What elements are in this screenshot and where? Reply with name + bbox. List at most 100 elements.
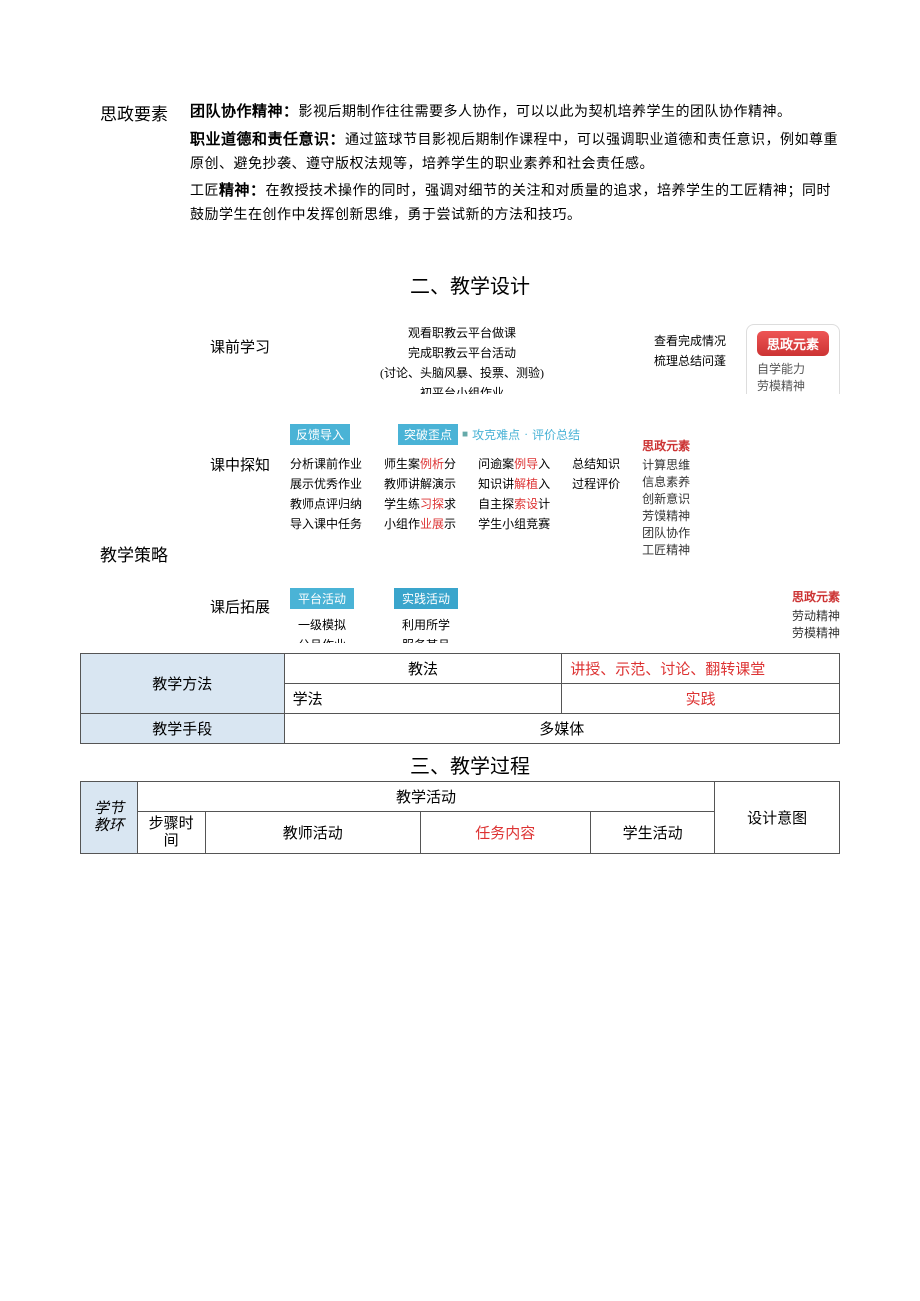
sizheng-title: 思政元素: [642, 437, 690, 454]
item-text: 影视后期制作往往需要多人协作，可以以此为契机培养学生的团队协作精神。: [299, 105, 792, 120]
teach-method-label: 教法: [284, 654, 562, 684]
sizheng-item: 芳馍精神: [642, 507, 690, 524]
mid-col-1: 分析课前作业 展示优秀作业 教师点评归纳 导入课中任务: [290, 455, 362, 558]
item-lead-bold: 精神：: [219, 183, 266, 199]
process-s4: 学生活动: [590, 812, 715, 854]
ideological-item: 团队协作精神：影视后期制作往往需要多人协作，可以以此为契机培养学生的团队协作精神…: [190, 100, 840, 126]
list-item: (讨论、头脑风暴、投票、测验): [290, 364, 634, 381]
table-row: 教学手段 多媒体: [81, 714, 840, 744]
ideological-label: 思政要素: [100, 100, 190, 230]
list-item: 一级模拟: [290, 616, 354, 633]
strategy-section: 教学策略 课前学习 观看职教云平台做课 完成职教云平台活动 (讨论、头脑风暴、投…: [100, 324, 840, 643]
list-item: 知识讲解植入: [478, 475, 550, 492]
list-item: 学生练习探求: [384, 495, 456, 512]
list-item: 梳理总结问蓬: [654, 352, 726, 369]
list-item: 分析课前作业: [290, 455, 362, 472]
list-item: 问逾案例导入: [478, 455, 550, 472]
list-item: 教师讲解演示: [384, 475, 456, 492]
list-item: 小组作业展示: [384, 515, 456, 532]
list-item: 过程评价: [572, 475, 620, 492]
sizheng-item: 创新意识: [642, 490, 690, 507]
item-lead: 职业道德和责任意识：: [190, 132, 345, 148]
sizheng-item: 自学能力: [757, 360, 829, 377]
process-h2: 教学活动: [137, 782, 715, 812]
post-col-2: 实践活动 利用所学 服务某旦: [394, 588, 458, 643]
process-table: 学节教环 教学活动 设计意图 步骤时间 教师活动 任务内容 学生活动: [80, 781, 840, 854]
list-item: 师生案例析分: [384, 455, 456, 472]
pre-study-label: 课前学习: [190, 324, 290, 357]
table-row: 学节教环 教学活动 设计意图: [81, 782, 840, 812]
tag: 平台活动: [290, 588, 354, 609]
tag: 实践活动: [394, 588, 458, 609]
mid-study-content: 反馈导入 突破歪点 ■ 攻克难点 · 评价总结 分析课前作业 展示优秀作业 教师…: [290, 424, 840, 558]
list-item: 展示优秀作业: [290, 475, 362, 492]
list-item: 初平台小组作业: [290, 384, 634, 394]
mid-col-3: 问逾案例导入 知识讲解植入 自主探索设计 学生小组竞赛: [478, 455, 550, 558]
sizheng-item: 计算思维: [642, 456, 690, 473]
sizheng-box: 思政元素 劳动精神 劳模精神 社会责任 安全意识: [792, 588, 840, 643]
post-study-row: 课后拓展 平台活动 一级模拟 公旦作业 实践活动 利用所学 服务某旦 思政元素 …: [190, 588, 840, 643]
process-h1: 学节教环: [81, 782, 138, 854]
table-row: 教学方法 教法 讲授、示范、讨论、翻转课堂: [81, 654, 840, 684]
pre-col-2: 查看完成情况 梳理总结问蓬: [654, 324, 726, 394]
dot-icon: ·: [524, 427, 528, 442]
strategy-label: 教学策略: [100, 324, 190, 643]
teach-method-value: 讲授、示范、讨论、翻转课堂: [562, 654, 840, 684]
list-item: 学生小组竞赛: [478, 515, 550, 532]
sizheng-title: 思政元素: [792, 588, 840, 605]
sizheng-box: 思政元素 计算思维 信息素养 创新意识 芳馍精神 团队协作 工匠精神: [642, 437, 690, 558]
sizheng-item: 劳模精神: [757, 377, 829, 394]
mid-study-row: 课中探知 反馈导入 突破歪点 ■ 攻克难点 · 评价总结 分析课前作业 展示优秀…: [190, 424, 840, 558]
ideological-section: 思政要素 团队协作精神：影视后期制作往往需要多人协作，可以以此为契机培养学生的团…: [100, 100, 840, 230]
list-item: 导入课中任务: [290, 515, 362, 532]
means-label: 教学手段: [81, 714, 285, 744]
mid-tagbar: 反馈导入 突破歪点 ■ 攻克难点 · 评价总结: [290, 424, 840, 445]
process-s3: 任务内容: [420, 812, 590, 854]
ideological-item: 工匠精神：在教授技术操作的同时，强调对细节的关注和对质量的追求，培养学生的工匠精…: [190, 179, 840, 228]
tag: 突破歪点: [398, 424, 458, 445]
mid-col-4: 总结知识 过程评价: [572, 455, 620, 558]
method-label: 教学方法: [81, 654, 285, 714]
list-item: 观看职教云平台做课: [290, 324, 634, 341]
learn-method-label: 学法: [284, 684, 562, 714]
pre-study-row: 课前学习 观看职教云平台做课 完成职教云平台活动 (讨论、头脑风暴、投票、测验)…: [190, 324, 840, 394]
sizheng-box: 思政元素 自学能力 劳模精神 团队协作: [746, 324, 840, 394]
method-table: 教学方法 教法 讲授、示范、讨论、翻转课堂 学法 实践 教学手段 多媒体: [80, 653, 840, 744]
strategy-body: 课前学习 观看职教云平台做课 完成职教云平台活动 (讨论、头脑风暴、投票、测验)…: [190, 324, 840, 643]
learn-method-value: 实践: [562, 684, 840, 714]
tag-text: 攻克难点: [472, 426, 520, 443]
item-text: 在教授技术操作的同时，强调对细节的关注和对质量的追求，培养学生的工匠精神；同时鼓…: [190, 184, 831, 224]
tag-text: 评价总结: [532, 426, 580, 443]
list-item: 服务某旦: [394, 636, 458, 643]
item-lead-prefix: 工匠: [190, 184, 219, 199]
list-item: 自主探索设计: [478, 495, 550, 512]
process-h3: 设计意图: [715, 782, 840, 854]
list-item: 完成职教云平台活动: [290, 344, 634, 361]
item-lead: 团队协作精神：: [190, 104, 299, 120]
sizheng-item: 信息素养: [642, 473, 690, 490]
mid-columns: 分析课前作业 展示优秀作业 教师点评归纳 导入课中任务 师生案例析分 教师讲解演…: [290, 455, 840, 558]
list-item: 公旦作业: [290, 636, 354, 643]
sizheng-item: 社会责任: [792, 641, 840, 643]
list-item: 查看完成情况: [654, 332, 726, 349]
ideological-body: 团队协作精神：影视后期制作往往需要多人协作，可以以此为契机培养学生的团队协作精神…: [190, 100, 840, 230]
square-icon: ■: [462, 429, 468, 440]
list-item: 总结知识: [572, 455, 620, 472]
sizheng-item: 工匠精神: [642, 541, 690, 558]
section-title-2: 二、教学设计: [100, 270, 840, 299]
mid-study-label: 课中探知: [190, 424, 290, 475]
means-value: 多媒体: [284, 714, 839, 744]
section-title-3: 三、教学过程: [100, 750, 840, 779]
list-item: 利用所学: [394, 616, 458, 633]
sizheng-item: 劳动精神: [792, 607, 840, 624]
tag: 反馈导入: [290, 424, 350, 445]
process-s1: 步骤时间: [137, 812, 205, 854]
post-col-1: 平台活动 一级模拟 公旦作业: [290, 588, 354, 643]
pre-col-1: 观看职教云平台做课 完成职教云平台活动 (讨论、头脑风暴、投票、测验) 初平台小…: [290, 324, 634, 394]
post-study-label: 课后拓展: [190, 588, 290, 617]
list-item: 教师点评归纳: [290, 495, 362, 512]
sizheng-title: 思政元素: [757, 331, 829, 356]
post-study-content: 平台活动 一级模拟 公旦作业 实践活动 利用所学 服务某旦 思政元素 劳动精神 …: [290, 588, 840, 643]
sizheng-item: 团队协作: [642, 524, 690, 541]
sizheng-item: 劳模精神: [792, 624, 840, 641]
